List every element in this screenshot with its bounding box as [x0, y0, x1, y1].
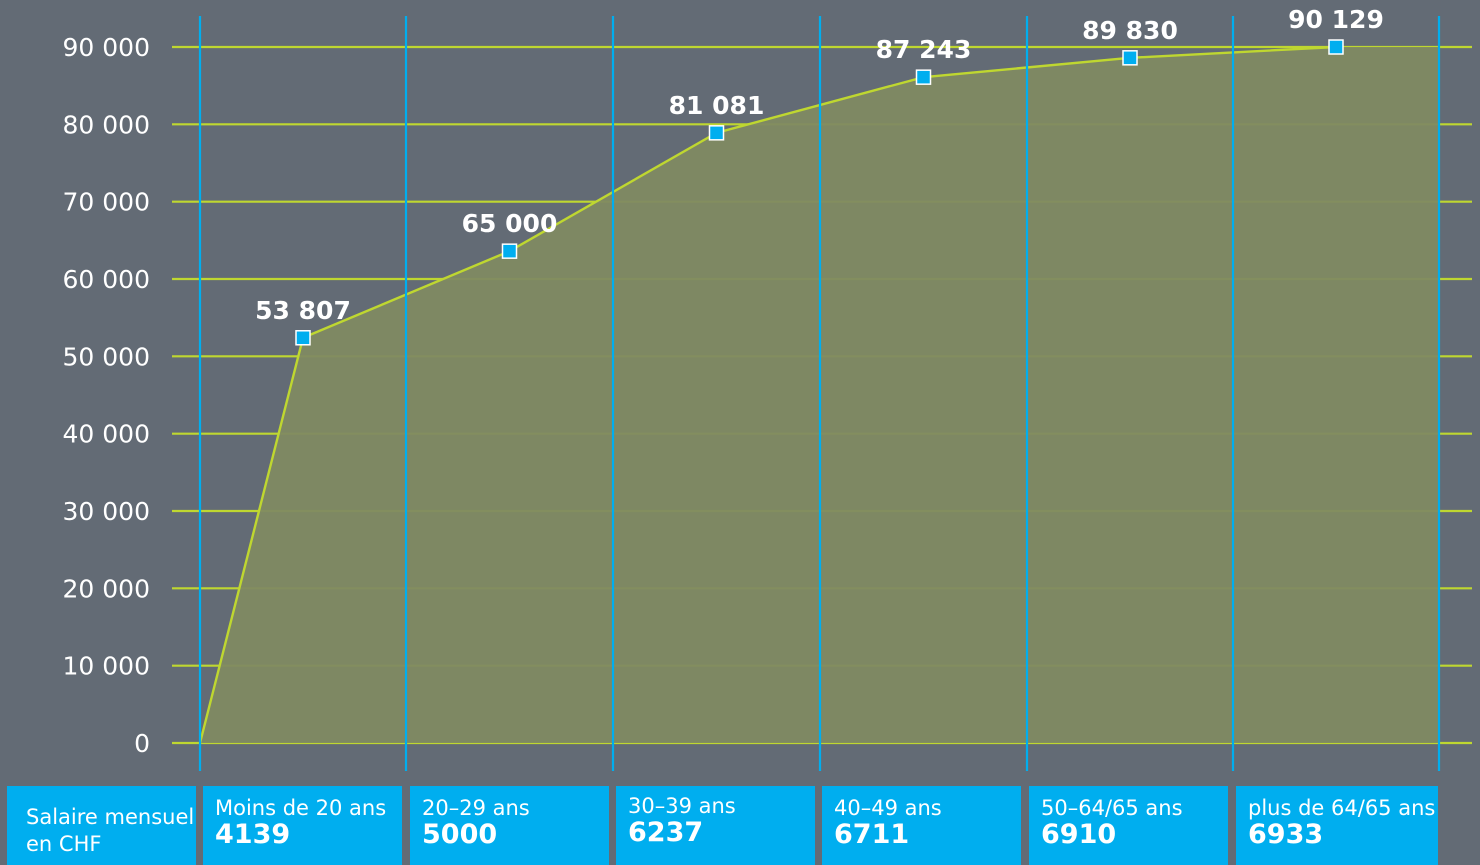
- y-tick-label: 40 000: [63, 420, 150, 449]
- y-tick-label: 30 000: [63, 497, 150, 526]
- category-cell: 40–49 ans 6711: [822, 786, 1021, 865]
- data-point-marker: [915, 69, 932, 85]
- category-label: 30–39 ans: [628, 794, 736, 818]
- data-label: 81 081: [669, 91, 765, 120]
- table-header-line2: en CHF: [26, 832, 102, 856]
- data-label: 65 000: [462, 209, 558, 238]
- category-cell: plus de 64/65 ans 6933: [1236, 786, 1438, 865]
- category-label: 20–29 ans: [422, 796, 530, 820]
- data-labels: 53 807 65 000 81 081 87 243 89 830 90 129: [255, 5, 1384, 325]
- category-cell: 50–64/65 ans 6910: [1029, 786, 1228, 865]
- y-axis-ticks: 0 10 000 20 000 30 000 40 000 50 000 60 000 70 …: [63, 33, 150, 758]
- category-cell: Moins de 20 ans 4139: [203, 786, 402, 865]
- data-point-marker: [708, 125, 725, 141]
- category-cell: 30–39 ans 6237: [616, 786, 815, 865]
- data-label: 53 807: [255, 296, 351, 325]
- data-point-marker: [1328, 39, 1344, 55]
- y-tick-label: 10 000: [63, 652, 150, 681]
- category-label: plus de 64/65 ans: [1248, 796, 1436, 820]
- y-tick-label: 80 000: [63, 110, 150, 139]
- category-label: 40–49 ans: [834, 796, 942, 820]
- y-tick-label: 0: [134, 729, 150, 758]
- column-separators: [198, 16, 1441, 771]
- monthly-salary-value: 5000: [422, 819, 498, 850]
- monthly-salary-value: 6910: [1041, 819, 1117, 850]
- category-label: Moins de 20 ans: [215, 796, 387, 820]
- table-header-line1: Salaire mensuel: [26, 805, 195, 829]
- y-tick-label: 60 000: [63, 265, 150, 294]
- area-chart: 0 10 000 20 000 30 000 40 000 50 000 60 000 70 …: [63, 5, 1472, 771]
- monthly-salary-value: 6711: [834, 819, 910, 850]
- category-cell: 20–29 ans 5000: [410, 786, 609, 865]
- monthly-salary-value: 4139: [215, 819, 291, 850]
- y-tick-label: 70 000: [63, 188, 150, 217]
- data-label: 90 129: [1288, 5, 1384, 34]
- category-table: Salaire mensuel en CHF Moins de 20 ans 4…: [0, 786, 1480, 865]
- data-markers: [295, 39, 1344, 346]
- y-tick-label: 50 000: [63, 342, 150, 371]
- y-tick-label: 20 000: [63, 574, 150, 603]
- category-label: 50–64/65 ans: [1041, 796, 1183, 820]
- monthly-salary-value: 6933: [1248, 819, 1324, 850]
- data-point-marker: [501, 243, 518, 259]
- y-tick-label: 90 000: [63, 33, 150, 62]
- data-label: 87 243: [876, 35, 972, 64]
- data-point-marker: [1122, 50, 1138, 66]
- data-label: 89 830: [1082, 16, 1178, 45]
- data-point-marker: [295, 330, 311, 346]
- table-header-cell: Salaire mensuel en CHF: [7, 786, 196, 865]
- monthly-salary-value: 6237: [628, 817, 704, 848]
